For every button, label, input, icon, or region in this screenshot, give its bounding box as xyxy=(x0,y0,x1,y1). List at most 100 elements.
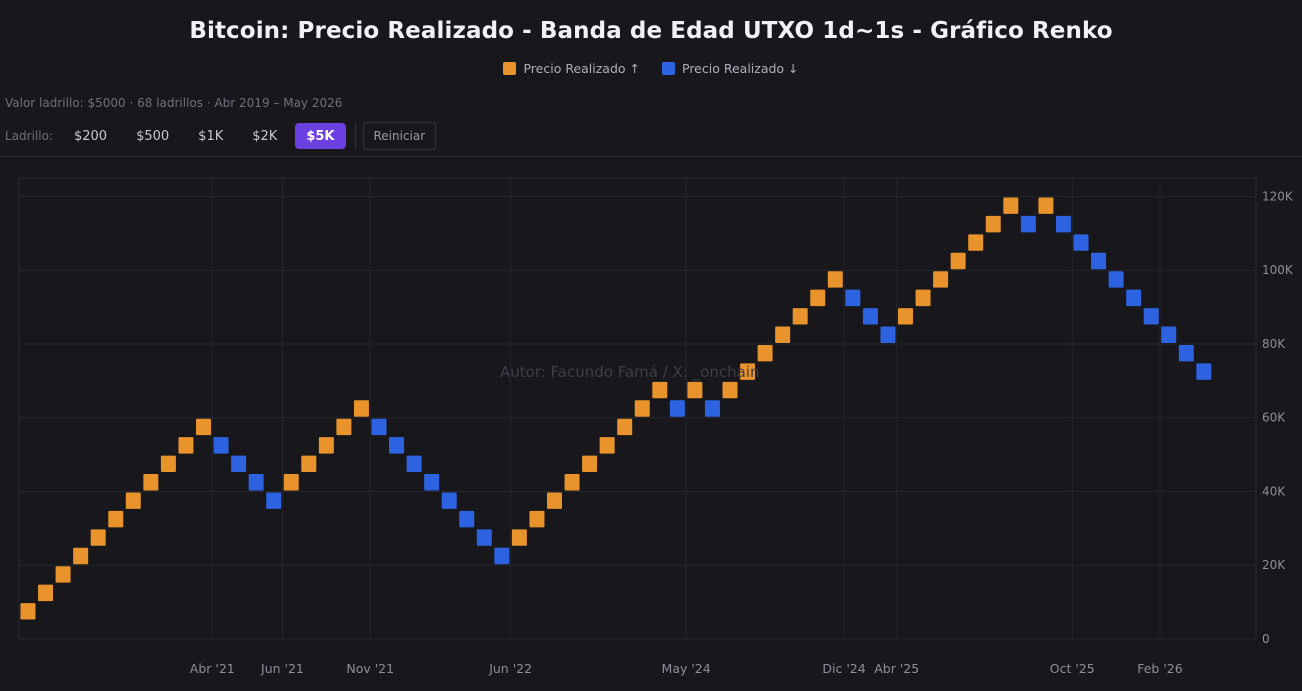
x-tick-label: Feb '26 xyxy=(1137,661,1182,676)
renko-brick-up xyxy=(301,455,317,473)
renko-brick-up xyxy=(810,289,826,307)
renko-brick-down xyxy=(406,455,422,473)
renko-brick-up xyxy=(1038,197,1054,214)
renko-brick-up xyxy=(687,381,703,399)
renko-brick-up xyxy=(985,215,1001,233)
renko-brick-down xyxy=(371,418,387,436)
x-tick-label: May '24 xyxy=(662,661,711,676)
renko-brick-down xyxy=(1196,363,1212,380)
renko-brick-down xyxy=(845,289,861,307)
x-tick-label: Abr '25 xyxy=(874,661,919,676)
renko-brick-up xyxy=(38,584,54,602)
watermark: Autor: Facundo Famá / X: _onchain xyxy=(500,363,760,381)
renko-brick-up xyxy=(160,455,176,473)
legend-label-down: Precio Realizado ↓ xyxy=(682,61,799,76)
renko-brick-up xyxy=(547,492,562,509)
renko-brick-up xyxy=(196,418,211,436)
renko-brick-down xyxy=(1143,308,1159,325)
x-tick-label: Dic '24 xyxy=(822,661,865,676)
renko-brick-up xyxy=(933,271,949,288)
renko-brick-down xyxy=(494,547,510,565)
renko-brick-up xyxy=(73,547,89,565)
controls-divider xyxy=(354,124,356,148)
renko-brick-down xyxy=(389,437,405,454)
legend-swatch-down xyxy=(662,62,675,75)
renko-brick-up xyxy=(898,308,913,325)
brick-size-controls: Ladrillo: $200 $500 $1K $2K $5K Reinicia… xyxy=(5,122,437,150)
renko-brick-up xyxy=(178,437,194,454)
chart-title: Bitcoin: Precio Realizado - Banda de Eda… xyxy=(189,18,1113,44)
renko-brick-down xyxy=(1055,215,1071,233)
renko-brick-down xyxy=(880,326,896,343)
renko-brick-down xyxy=(1073,234,1089,251)
x-tick-label: Abr '21 xyxy=(190,661,235,676)
legend-swatch-up xyxy=(503,62,517,75)
y-tick-label: 120K xyxy=(1262,189,1294,203)
renko-brick-up xyxy=(740,363,756,380)
renko-brick-down xyxy=(424,474,440,491)
renko-brick-down xyxy=(1178,344,1194,362)
renko-brick-down xyxy=(441,492,457,509)
x-tick-label: Nov '21 xyxy=(346,661,394,676)
renko-brick-up xyxy=(827,271,843,288)
renko-brick-down xyxy=(1020,215,1036,233)
renko-brick-down xyxy=(231,455,247,473)
renko-brick-up xyxy=(20,603,36,620)
renko-brick-up xyxy=(283,474,299,491)
renko-brick-up xyxy=(617,418,633,436)
renko-brick-up xyxy=(599,437,615,454)
renko-brick-up xyxy=(968,234,984,251)
renko-brick-up xyxy=(722,381,738,399)
renko-brick-up xyxy=(90,529,106,546)
y-tick-label: 0 xyxy=(1262,632,1270,646)
y-tick-label: 20K xyxy=(1262,558,1286,572)
chart-legend: Precio Realizado ↑ Precio Realizado ↓ xyxy=(0,61,1302,76)
renko-brick-down xyxy=(248,474,264,491)
brick-size-label: Ladrillo: xyxy=(5,129,53,143)
y-tick-label: 100K xyxy=(1262,263,1294,277)
renko-brick-up xyxy=(336,418,352,436)
renko-brick-down xyxy=(476,529,492,546)
renko-brick-down xyxy=(1161,326,1177,343)
renko-brick-up xyxy=(353,400,369,417)
renko-brick-up xyxy=(108,510,124,528)
renko-brick-down xyxy=(459,510,475,528)
renko-brick-up xyxy=(757,344,773,362)
brick-info: Valor ladrillo: $5000 · 68 ladrillos · A… xyxy=(5,96,343,110)
renko-brick-up xyxy=(318,437,334,454)
renko-brick-up xyxy=(1003,197,1019,214)
x-tick-label: Oct '25 xyxy=(1050,661,1095,676)
header-divider xyxy=(0,156,1302,157)
renko-brick-down xyxy=(704,400,720,417)
renko-brick-up xyxy=(775,326,791,343)
y-tick-label: 40K xyxy=(1262,484,1286,498)
renko-brick-down xyxy=(862,308,878,325)
renko-brick-down xyxy=(1126,289,1142,307)
brick-2k-button[interactable]: $2K xyxy=(252,128,278,144)
brick-500-button[interactable]: $500 xyxy=(136,128,170,144)
brick-200-button[interactable]: $200 xyxy=(73,128,108,144)
renko-brick-up xyxy=(582,455,598,473)
y-tick-label: 60K xyxy=(1262,411,1286,425)
renko-brick-up xyxy=(564,474,580,491)
renko-brick-up xyxy=(55,566,71,583)
renko-brick-up xyxy=(634,400,650,417)
renko-brick-down xyxy=(1091,252,1107,270)
reset-button[interactable]: Reiniciar xyxy=(362,122,437,150)
brick-5k-button[interactable]: $5K xyxy=(295,123,346,149)
renko-brick-up xyxy=(143,474,159,491)
renko-brick-down xyxy=(1108,271,1124,288)
renko-brick-up xyxy=(125,492,141,509)
renko-brick-down xyxy=(266,492,282,509)
legend-item-down[interactable]: Precio Realizado ↓ xyxy=(662,61,799,76)
renko-brick-down xyxy=(669,400,685,417)
renko-brick-up xyxy=(511,529,527,546)
x-tick-label: Jun '21 xyxy=(260,661,304,676)
legend-label-up: Precio Realizado ↑ xyxy=(523,61,640,76)
legend-item-up[interactable]: Precio Realizado ↑ xyxy=(503,61,640,76)
renko-brick-up xyxy=(529,510,545,528)
renko-brick-up xyxy=(792,308,808,325)
renko-brick-up xyxy=(915,289,931,307)
brick-1k-button[interactable]: $1K xyxy=(198,128,224,144)
